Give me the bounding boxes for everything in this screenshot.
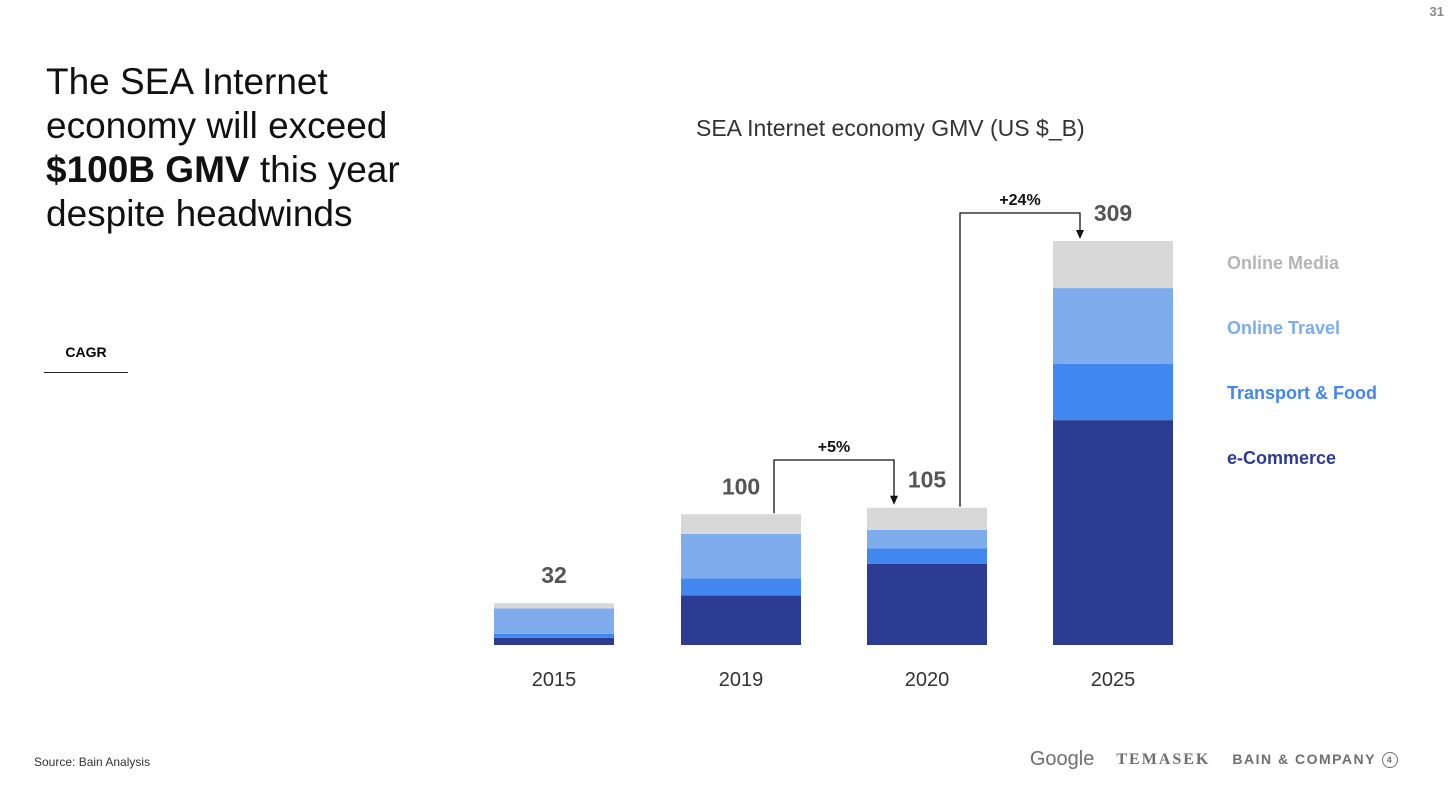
cagr-label: CAGR bbox=[44, 344, 128, 373]
bain-logo: BAIN & COMPANY 4 bbox=[1232, 750, 1398, 769]
x-tick-label-2025: 2025 bbox=[1091, 669, 1136, 691]
bar-online-media-2025 bbox=[1053, 241, 1173, 289]
x-tick-label-2020: 2020 bbox=[905, 669, 950, 691]
bar-e-commerce-2019 bbox=[681, 595, 801, 645]
partner-logos: Google TEMASEK BAIN & COMPANY 4 bbox=[1030, 748, 1398, 771]
bar-online-media-2020 bbox=[867, 507, 987, 530]
total-label-2015: 32 bbox=[541, 562, 567, 588]
legend-transport-food: Transport & Food bbox=[1227, 383, 1377, 403]
temasek-logo: TEMASEK bbox=[1116, 750, 1211, 768]
growth-annotation-2020-2025-arrow-icon bbox=[1076, 230, 1084, 239]
source-note: Source: Bain Analysis bbox=[34, 755, 151, 769]
bar-transport-food-2015 bbox=[494, 633, 614, 638]
headline-text-start: The SEA Internet economy will exceed bbox=[46, 61, 388, 146]
page-number: 31 bbox=[1429, 4, 1444, 19]
chart-title: SEA Internet economy GMV (US $_B) bbox=[696, 115, 1085, 141]
growth-annotation-2019-2020-label: +5% bbox=[818, 439, 850, 456]
bar-online-travel-2019 bbox=[681, 533, 801, 579]
bar-online-media-2019 bbox=[681, 514, 801, 534]
legend-online-travel: Online Travel bbox=[1227, 318, 1340, 338]
bar-e-commerce-2020 bbox=[867, 563, 987, 645]
bar-e-commerce-2015 bbox=[494, 637, 614, 645]
x-tick-label-2019: 2019 bbox=[719, 669, 764, 691]
bar-online-media-2015 bbox=[494, 603, 614, 609]
legend-online-media: Online Media bbox=[1227, 253, 1340, 273]
bar-online-travel-2025 bbox=[1053, 288, 1173, 364]
bar-transport-food-2019 bbox=[681, 578, 801, 596]
bar-transport-food-2020 bbox=[867, 548, 987, 564]
bain-logo-text: BAIN & COMPANY bbox=[1232, 750, 1376, 767]
total-label-2020: 105 bbox=[908, 467, 947, 493]
x-tick-label-2015: 2015 bbox=[532, 669, 577, 691]
bar-online-travel-2015 bbox=[494, 608, 614, 634]
legend-e-commerce: e-Commerce bbox=[1227, 448, 1336, 468]
bar-transport-food-2025 bbox=[1053, 363, 1173, 421]
google-logo: Google bbox=[1029, 748, 1095, 770]
growth-annotation-2019-2020-line bbox=[773, 459, 895, 514]
growth-annotation-2019-2020-arrow-icon bbox=[890, 495, 898, 505]
headline-highlight: $100B GMV bbox=[46, 149, 250, 190]
bar-e-commerce-2025 bbox=[1053, 420, 1173, 645]
bar-online-travel-2020 bbox=[867, 529, 987, 549]
total-label-2025: 309 bbox=[1094, 200, 1132, 226]
bain-mark-icon: 4 bbox=[1382, 752, 1398, 769]
total-label-2019: 100 bbox=[722, 473, 760, 499]
growth-annotation-2020-2025-label: +24% bbox=[999, 192, 1040, 209]
headline-text-end: this year despite headwinds bbox=[46, 149, 400, 234]
growth-annotation-2020-2025-line bbox=[959, 212, 1081, 507]
slide-headline: The SEA Internet economy will exceed $10… bbox=[46, 60, 446, 236]
